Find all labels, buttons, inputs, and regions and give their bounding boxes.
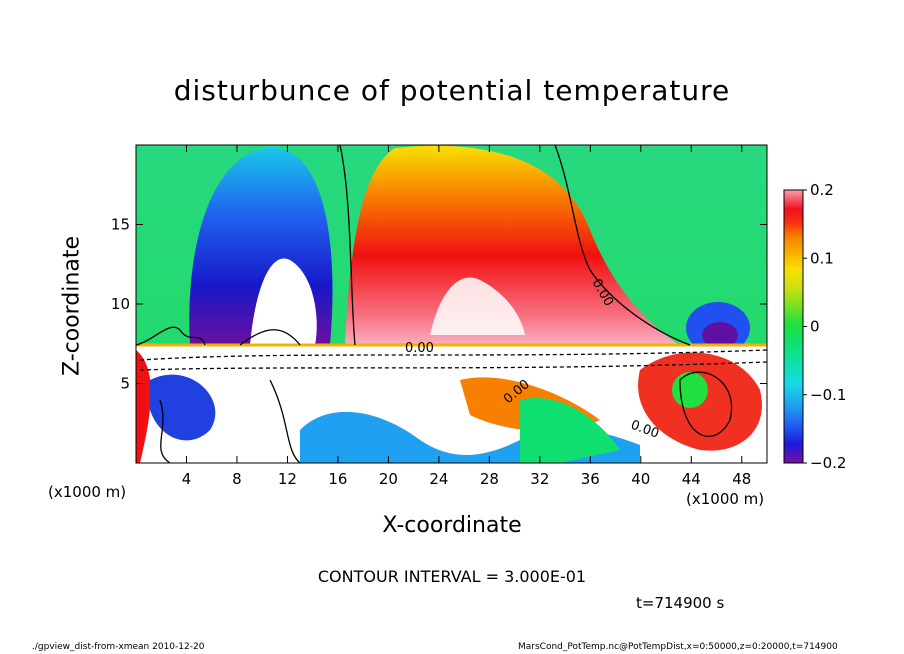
x-unit-label: (x1000 m) [48, 483, 127, 501]
chart-title: disturbunce of potential temperature [173, 74, 731, 107]
x-tick-label: 4 [182, 470, 192, 488]
x-unit-label: (x1000 m) [686, 490, 765, 508]
y-tick-label: 10 [111, 295, 130, 313]
warm-plume-core [430, 277, 525, 335]
x-tick-label: 12 [278, 470, 297, 488]
x-tick-label: 36 [581, 470, 600, 488]
footer-left: ./gpview_dist-from-xmean 2010-12-20 [32, 642, 205, 652]
contour-interval-label: CONTOUR INTERVAL = 3.000E-01 [317, 567, 587, 586]
warm-plume [345, 145, 680, 345]
x-tick-label: 32 [530, 470, 549, 488]
x-tick-label: 20 [379, 470, 398, 488]
y-tick-label: 5 [120, 375, 130, 393]
colorbar-tick-label: 0 [810, 318, 820, 336]
heatmap-field [136, 145, 767, 463]
y-axis: 5 10 15 [111, 216, 767, 393]
y-axis-label: Z-coordinate [59, 236, 85, 376]
cold-plume-core [250, 258, 317, 345]
x-tick-label: 24 [429, 470, 448, 488]
x-axis: 4 8 12 16 20 24 28 32 36 40 44 48 [182, 145, 751, 488]
zero-contour-left [339, 144, 356, 346]
colorbar-tick-label: 0.2 [810, 181, 834, 199]
zero-contour-right [554, 144, 691, 346]
x-axis-label: X-coordinate [382, 513, 522, 538]
x-tick-label: 48 [732, 470, 751, 488]
x-tick-label: 44 [682, 470, 701, 488]
x-tick-label: 28 [480, 470, 499, 488]
contour-lines [135, 144, 768, 464]
colorbar-tick-label: −0.1 [810, 386, 846, 404]
colorbar-ticks: 0.2 0.1 0 −0.1 −0.2 [803, 181, 846, 472]
x-tick-label: 8 [232, 470, 242, 488]
x-tick-label: 16 [328, 470, 347, 488]
time-label: t=714900 s [636, 594, 725, 612]
footer-right: MarsCond_PotTemp.nc@PotTempDist,x=0:5000… [518, 642, 838, 652]
x-tick-label: 40 [631, 470, 650, 488]
contour-label: 0.00 [405, 341, 434, 356]
colorbar [783, 189, 804, 464]
y-tick-label: 15 [111, 216, 130, 234]
colorbar-tick-label: −0.2 [810, 454, 846, 472]
colorbar-tick-label: 0.1 [810, 249, 834, 267]
